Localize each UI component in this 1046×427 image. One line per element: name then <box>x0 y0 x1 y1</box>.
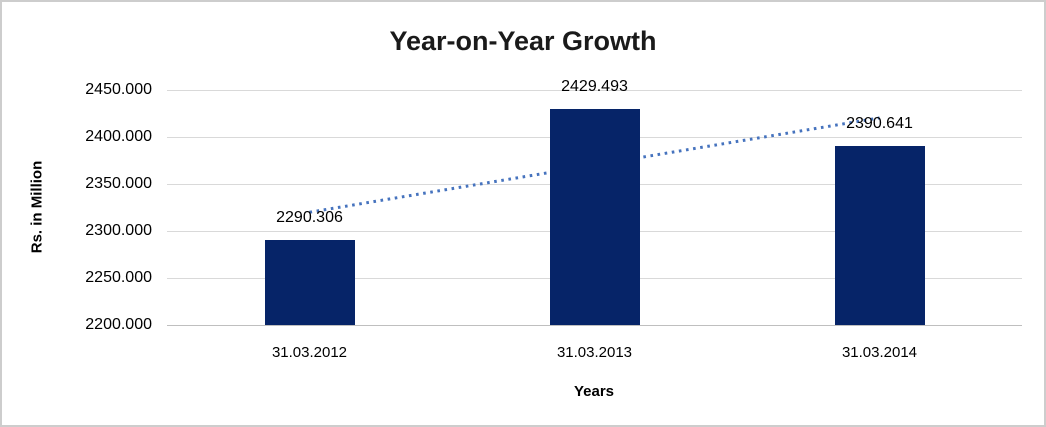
chart-title: Year-on-Year Growth <box>389 26 657 56</box>
x-tick-label: 31.03.2012 <box>271 344 348 361</box>
data-label: 2290.306 <box>276 209 343 227</box>
bar <box>834 145 925 325</box>
y-tick-label: 2350.000 <box>85 175 152 192</box>
data-label: 2429.493 <box>561 78 628 96</box>
x-axis-title: Years <box>573 383 615 400</box>
y-tick-label: 2200.000 <box>85 316 152 333</box>
y-tick-label: 2400.000 <box>85 128 152 145</box>
x-axis-line <box>167 325 1022 326</box>
x-tick-label: 31.03.2013 <box>556 344 633 361</box>
bar <box>549 109 640 325</box>
y-tick-label: 2300.000 <box>85 222 152 239</box>
gridline <box>167 90 1022 91</box>
data-label: 2390.641 <box>846 114 913 132</box>
bar <box>264 240 355 325</box>
y-tick-label: 2250.000 <box>85 269 152 286</box>
y-tick-label: 2450.000 <box>85 81 152 98</box>
x-tick-label: 31.03.2014 <box>841 344 918 361</box>
